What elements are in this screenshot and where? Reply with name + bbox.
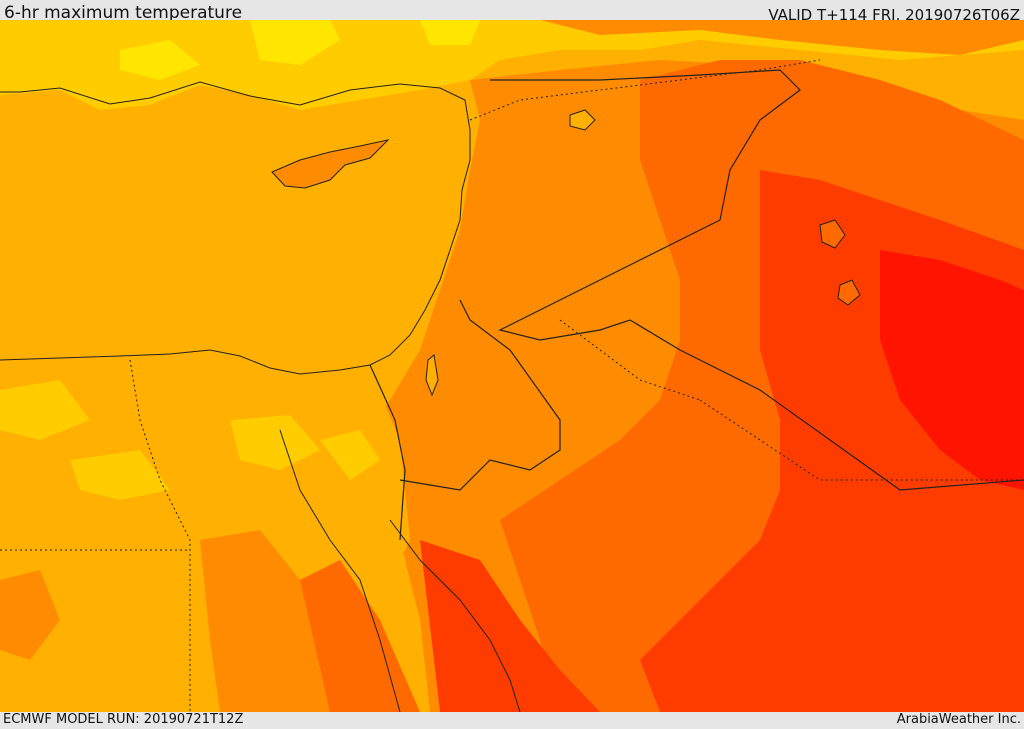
temperature-field-hottest — [880, 250, 1024, 490]
coastline-redsea — [279, 429, 521, 712]
dead-sea — [425, 354, 439, 397]
lake-razazza — [837, 279, 861, 306]
temperature-map-svg — [0, 20, 1024, 712]
temperature-map — [0, 20, 1024, 712]
country-borders-solid — [369, 69, 1024, 541]
temperature-field-coolest-patch — [120, 20, 480, 80]
lake-tharthar — [819, 219, 846, 249]
temperature-field-egypt-cool — [0, 380, 380, 500]
temperature-field-saudi-hot — [420, 540, 600, 712]
temperature-field-warm-north — [540, 20, 1024, 55]
model-run-label: ECMWF MODEL RUN: 20190721T12Z — [3, 712, 244, 727]
credit-label: ArabiaWeather Inc. — [896, 712, 1021, 727]
cyprus-island — [271, 139, 390, 189]
temperature-field-egypt-warm — [0, 530, 330, 712]
lake-assad — [569, 109, 596, 131]
map-title: 6-hr maximum temperature — [4, 3, 243, 23]
valid-time-label: VALID T+114 FRI. 20190726T06Z — [768, 6, 1020, 24]
country-borders — [0, 59, 1024, 712]
coastline — [0, 81, 471, 375]
temperature-field-redsea — [300, 560, 420, 712]
